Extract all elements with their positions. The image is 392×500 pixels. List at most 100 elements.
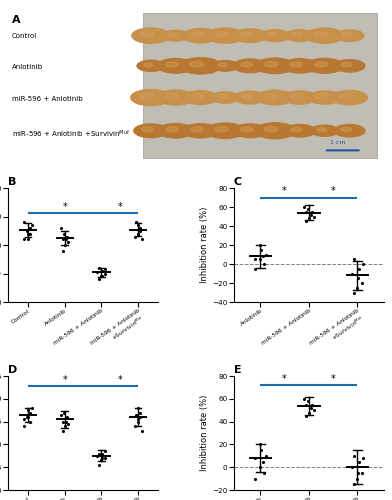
Point: [29, 221, 35, 229]
Point: [135, 418, 142, 426]
Point: [356, 265, 362, 273]
Point: [359, 279, 366, 287]
Point: [263, 452, 269, 460]
Circle shape: [241, 32, 253, 36]
Point: [306, 214, 312, 222]
Point: [21, 416, 27, 424]
Point: [58, 411, 64, 419]
Circle shape: [255, 122, 295, 139]
Circle shape: [166, 127, 178, 132]
Text: *: *: [331, 186, 336, 196]
Text: *: *: [118, 375, 122, 385]
Point: [60, 408, 67, 416]
Point: [29, 404, 35, 412]
Point: [27, 418, 34, 426]
Point: [351, 288, 357, 296]
Text: C: C: [234, 178, 242, 188]
Circle shape: [132, 28, 170, 44]
Point: [359, 469, 366, 477]
Circle shape: [134, 124, 168, 138]
Point: [63, 236, 69, 244]
Circle shape: [140, 93, 154, 99]
Point: [27, 224, 33, 232]
Point: [301, 395, 307, 403]
Point: [21, 422, 27, 430]
Point: [260, 458, 266, 466]
Point: [351, 480, 357, 488]
Point: [135, 404, 141, 412]
Point: [303, 218, 309, 226]
Circle shape: [191, 32, 203, 36]
Point: [62, 422, 68, 430]
Point: [21, 218, 27, 226]
Circle shape: [332, 90, 367, 104]
Point: [135, 416, 141, 424]
Circle shape: [334, 124, 365, 137]
Point: [306, 408, 312, 416]
Circle shape: [212, 60, 239, 71]
Circle shape: [257, 90, 293, 105]
Circle shape: [316, 94, 327, 98]
Text: *: *: [118, 202, 122, 212]
Point: [135, 221, 141, 229]
Text: *: *: [282, 186, 287, 196]
Text: Control: Control: [12, 32, 37, 38]
Circle shape: [142, 127, 153, 132]
Circle shape: [314, 62, 327, 67]
Point: [60, 230, 67, 237]
Point: [98, 456, 104, 464]
Point: [257, 440, 263, 448]
Text: miR-596 + Anlotinib: miR-596 + Anlotinib: [12, 96, 82, 102]
Text: Anlotinib: Anlotinib: [12, 64, 43, 70]
Point: [308, 404, 314, 412]
Point: [24, 413, 31, 421]
Circle shape: [341, 32, 352, 36]
Point: [96, 450, 102, 458]
Circle shape: [314, 32, 328, 37]
Point: [252, 265, 259, 273]
Circle shape: [233, 124, 267, 138]
Circle shape: [191, 94, 203, 98]
Circle shape: [131, 90, 171, 106]
Point: [309, 400, 316, 408]
Point: [94, 268, 100, 276]
Text: B: B: [8, 178, 16, 188]
Point: [303, 412, 309, 420]
Point: [257, 241, 263, 249]
Circle shape: [306, 58, 343, 74]
Point: [102, 448, 109, 456]
Circle shape: [308, 91, 341, 104]
Point: [65, 238, 71, 246]
Circle shape: [180, 58, 221, 74]
Point: [260, 469, 267, 477]
Point: [303, 208, 310, 216]
Point: [349, 270, 355, 278]
Point: [21, 236, 27, 244]
Circle shape: [291, 94, 302, 98]
Point: [304, 397, 310, 405]
Point: [24, 227, 31, 235]
Point: [63, 418, 69, 426]
Text: 1 cm: 1 cm: [330, 140, 345, 144]
Circle shape: [264, 126, 278, 132]
Point: [252, 454, 258, 462]
Circle shape: [256, 58, 294, 74]
Circle shape: [165, 62, 178, 67]
Circle shape: [165, 94, 178, 98]
Circle shape: [317, 128, 327, 132]
Circle shape: [191, 127, 203, 132]
Circle shape: [241, 94, 252, 98]
Point: [310, 406, 317, 414]
Circle shape: [285, 30, 314, 42]
Circle shape: [189, 62, 203, 67]
Circle shape: [335, 30, 364, 42]
Point: [96, 264, 102, 272]
Circle shape: [143, 63, 153, 66]
Point: [65, 420, 71, 428]
Point: [263, 250, 269, 258]
Circle shape: [158, 124, 194, 138]
Point: [94, 452, 100, 460]
Point: [136, 408, 143, 416]
Circle shape: [183, 28, 218, 43]
Circle shape: [340, 94, 352, 98]
